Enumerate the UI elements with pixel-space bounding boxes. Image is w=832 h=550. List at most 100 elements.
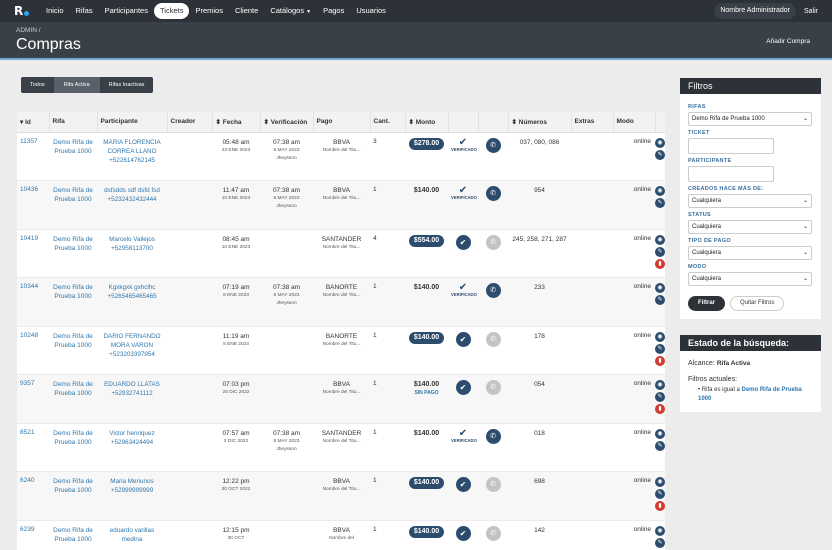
view-icon[interactable]: ◉ bbox=[655, 477, 665, 487]
creados-select[interactable]: Cualquiera ⌄ bbox=[688, 194, 812, 208]
verify-button[interactable]: ✔ bbox=[455, 331, 471, 347]
nav-catalogos[interactable]: Catálogos ▼ bbox=[264, 3, 317, 19]
tipo-pago-select[interactable]: Cualquiera ⌄ bbox=[688, 246, 812, 260]
view-icon[interactable]: ◉ bbox=[655, 428, 665, 439]
whatsapp-icon[interactable]: ✆ bbox=[485, 525, 501, 541]
cell-rifa[interactable]: Demo Rifa de Prueba 1000 bbox=[49, 229, 97, 278]
col-extras[interactable]: Extras bbox=[571, 112, 614, 133]
view-icon[interactable]: ◉ bbox=[655, 283, 665, 293]
verify-button[interactable]: ✔ bbox=[455, 525, 471, 541]
whatsapp-icon[interactable]: ✆ bbox=[485, 137, 501, 153]
cell-id[interactable]: 8521 bbox=[17, 423, 49, 472]
participante-input[interactable] bbox=[688, 166, 774, 182]
whatsapp-icon[interactable]: ✆ bbox=[485, 477, 501, 492]
view-icon[interactable]: ◉ bbox=[655, 525, 665, 536]
delete-icon[interactable]: ▮ bbox=[655, 355, 665, 366]
nav-inicio[interactable]: Inicio bbox=[46, 6, 64, 15]
cell-participante[interactable]: Kgxkgxk gxhclhc +5265465465465 bbox=[97, 277, 167, 327]
cell-participante[interactable]: Maria Menunos +52999999999 bbox=[97, 471, 167, 521]
edit-icon[interactable]: ✎ bbox=[655, 295, 665, 305]
whatsapp-icon[interactable]: ✆ bbox=[485, 428, 501, 444]
view-icon[interactable]: ◉ bbox=[655, 137, 665, 148]
edit-icon[interactable]: ✎ bbox=[655, 149, 665, 160]
cell-rifa[interactable]: Demo Rifa de Prueba 1000 bbox=[49, 520, 97, 550]
nav-rifas[interactable]: Rifas bbox=[75, 6, 93, 15]
cell-rifa[interactable]: Demo Rifa de Prueba 1000 bbox=[49, 180, 97, 230]
cell-participante[interactable]: DARIO FERNANDO MORA VARON +523203397954 bbox=[97, 326, 167, 375]
cell-rifa[interactable]: Demo Rifa de Prueba 1000 bbox=[49, 374, 97, 424]
col-fecha[interactable]: ⬍ Fecha bbox=[212, 112, 261, 133]
tab-rifas-inactivas[interactable]: Rifas Inactivas bbox=[99, 77, 154, 93]
tab-todos[interactable]: Todos bbox=[21, 77, 55, 93]
logout-link[interactable]: Salir bbox=[803, 7, 818, 15]
edit-icon[interactable]: ✎ bbox=[655, 392, 665, 402]
edit-icon[interactable]: ✎ bbox=[655, 440, 665, 451]
current-filter-value[interactable]: Demo Rifa de Prueba 1000 bbox=[698, 387, 802, 402]
cell-participante[interactable]: dsfsdds sdf dsfd fsd +5232432432444 bbox=[97, 180, 167, 230]
col-verificacion[interactable]: ⬍ Verificación bbox=[260, 112, 314, 133]
cell-rifa[interactable]: Demo Rifa de Prueba 1000 bbox=[49, 423, 97, 472]
col-id[interactable]: ▾ Id bbox=[17, 112, 50, 133]
view-icon[interactable]: ◉ bbox=[655, 331, 665, 342]
user-menu[interactable]: Nombre Administrador bbox=[714, 3, 796, 19]
cell-participante[interactable]: EDUARDO LLATAS +52932741112 bbox=[97, 374, 167, 424]
verify-button[interactable]: ✔ bbox=[455, 234, 471, 250]
delete-icon[interactable]: ▮ bbox=[655, 501, 665, 511]
edit-icon[interactable]: ✎ bbox=[655, 246, 665, 257]
tab-rifa-activa[interactable]: Rifa Activa bbox=[54, 77, 100, 93]
cell-rifa[interactable]: Demo Rifa de Prueba 1000 bbox=[49, 132, 97, 181]
verify-button[interactable]: ✔ bbox=[455, 380, 471, 395]
verify-button[interactable]: ✔ bbox=[455, 477, 471, 492]
ticket-input[interactable] bbox=[688, 138, 774, 154]
cell-id[interactable]: 6239 bbox=[17, 520, 49, 550]
cell-rifa[interactable]: Demo Rifa de Prueba 1000 bbox=[49, 326, 97, 375]
delete-icon[interactable]: ▮ bbox=[655, 404, 665, 414]
breadcrumb[interactable]: ADMIN / bbox=[16, 27, 41, 34]
cell-id[interactable]: 10419 bbox=[17, 229, 49, 278]
edit-icon[interactable]: ✎ bbox=[655, 198, 665, 208]
col-cant[interactable]: Cant. bbox=[370, 112, 406, 133]
col-pago[interactable]: Pago bbox=[313, 112, 371, 133]
add-purchase-button[interactable]: Añadir Compra bbox=[766, 38, 810, 45]
cell-id[interactable]: 11357 bbox=[17, 132, 49, 181]
cell-rifa[interactable]: Demo Rifa de Prueba 1000 bbox=[49, 471, 97, 521]
view-icon[interactable]: ◉ bbox=[655, 186, 665, 196]
edit-icon[interactable]: ✎ bbox=[655, 489, 665, 499]
edit-icon[interactable]: ✎ bbox=[655, 537, 665, 548]
cell-id[interactable]: 10248 bbox=[17, 326, 49, 375]
clear-filters-button[interactable]: Quitar Filtros bbox=[730, 296, 785, 311]
delete-icon[interactable]: ▮ bbox=[655, 258, 665, 269]
whatsapp-icon[interactable]: ✆ bbox=[485, 234, 501, 250]
col-creador[interactable]: Creador bbox=[167, 112, 213, 133]
view-icon[interactable]: ◉ bbox=[655, 380, 665, 390]
nav-usuarios[interactable]: Usuarios bbox=[356, 6, 386, 15]
edit-icon[interactable]: ✎ bbox=[655, 343, 665, 354]
rifas-select[interactable]: Demo Rifa de Prueba 1000 ⌄ bbox=[688, 112, 812, 126]
col-participante[interactable]: Participante bbox=[97, 112, 168, 133]
col-rifa[interactable]: Rifa bbox=[49, 112, 98, 133]
cell-rifa[interactable]: Demo Rifa de Prueba 1000 bbox=[49, 277, 97, 327]
col-modo[interactable]: Modo bbox=[613, 112, 656, 133]
view-icon[interactable]: ◉ bbox=[655, 234, 665, 245]
nav-premios[interactable]: Premios bbox=[195, 6, 223, 15]
whatsapp-icon[interactable]: ✆ bbox=[485, 331, 501, 347]
cell-id[interactable]: 10344 bbox=[17, 277, 49, 327]
whatsapp-icon[interactable]: ✆ bbox=[485, 380, 501, 395]
filter-button[interactable]: Filtrar bbox=[688, 296, 726, 311]
whatsapp-icon[interactable]: ✆ bbox=[485, 283, 501, 298]
cell-id[interactable]: 9357 bbox=[17, 374, 49, 424]
nav-pagos[interactable]: Pagos bbox=[323, 6, 345, 15]
nav-participantes[interactable]: Participantes bbox=[104, 6, 148, 15]
status-select[interactable]: Cualquiera ⌄ bbox=[688, 220, 812, 234]
cell-participante[interactable]: eduardo varillas medina bbox=[97, 520, 167, 550]
cell-participante[interactable]: Marcelo Vallejos +52958113700 bbox=[97, 229, 167, 278]
modo-select[interactable]: Cualquiera ⌄ bbox=[688, 272, 812, 286]
cell-id[interactable]: 6240 bbox=[17, 471, 49, 521]
cell-participante[interactable]: Victor henriquez +52963424494 bbox=[97, 423, 167, 472]
nav-tickets[interactable]: Tickets bbox=[153, 3, 190, 19]
col-monto[interactable]: ⬍ Monto bbox=[405, 112, 449, 133]
app-logo[interactable]: R bbox=[14, 4, 36, 18]
cell-participante[interactable]: MARIA FLORENCIA CORREA LLANO +5226147621… bbox=[97, 132, 167, 181]
nav-cliente[interactable]: Cliente bbox=[234, 6, 259, 15]
col-numeros[interactable]: ⬍ Números bbox=[508, 112, 572, 133]
